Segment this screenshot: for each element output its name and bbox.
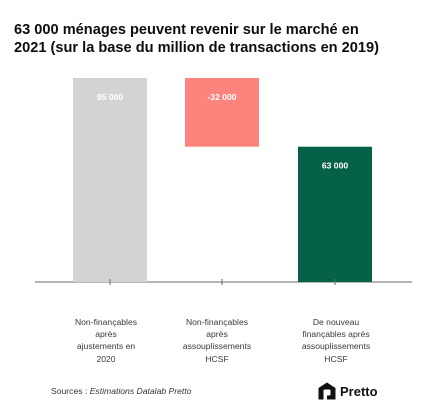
category-label-1-line-2: après (95, 329, 117, 340)
category-label-1-line-3: ajustements en (76, 341, 136, 352)
chart-title: 63 000 ménages peuvent revenir sur le ma… (14, 21, 418, 57)
sources-note: Sources : Estimations Datalab Pretto (51, 386, 191, 396)
brand-logo: Pretto (317, 381, 378, 401)
bar-1-value-label: 95 000 (97, 92, 124, 102)
brand-name: Pretto (340, 383, 378, 399)
bar-2-value-label: -32 000 (207, 92, 236, 102)
bar-3-value-label: 63 000 (322, 161, 349, 171)
category-label-2-line-4: HCSF (205, 353, 229, 364)
category-label-3: De nouveau finançables après assouplisse… (281, 316, 391, 365)
pretto-logo-icon (318, 382, 336, 400)
category-label-1-line-1: Non-finançables (74, 317, 138, 327)
chart-title-line-2: 2021 (sur la base du million de transact… (14, 40, 379, 56)
category-label-2: Non-finançables après assouplissements H… (162, 316, 272, 365)
sources-text: Estimations Datalab Pretto (89, 386, 192, 396)
bar-1 (73, 78, 147, 282)
category-label-1-line-4: 2020 (96, 353, 116, 364)
bar-3 (298, 146, 372, 282)
category-label-1: Non-finançables après ajustements en 202… (51, 316, 161, 365)
category-label-3-line-4: HCSF (324, 353, 348, 364)
chart-title-line-1: 63 000 ménages peuvent revenir sur le ma… (14, 22, 359, 38)
category-label-3-line-2: finançables après (302, 329, 370, 340)
category-label-2-line-2: après (206, 329, 228, 340)
sources-prefix: Sources : (51, 386, 90, 396)
category-label-2-line-3: assouplissements (182, 341, 252, 352)
category-label-3-line-3: assouplissements (301, 341, 371, 352)
category-label-2-line-1: Non-finançables (185, 317, 249, 327)
bar-2 (185, 78, 259, 147)
category-label-3-line-1: De nouveau (312, 317, 360, 327)
